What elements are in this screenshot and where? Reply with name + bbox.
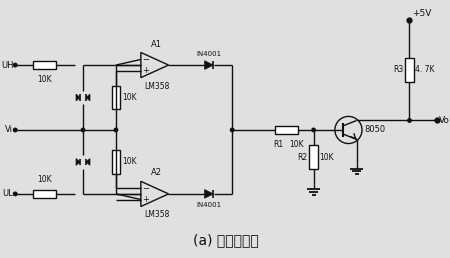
Text: R1: R1 — [274, 140, 284, 149]
Polygon shape — [86, 94, 90, 101]
Text: Vi: Vi — [5, 125, 13, 134]
Bar — [33, 61, 56, 69]
Circle shape — [312, 128, 315, 132]
Text: 10K: 10K — [289, 140, 304, 149]
Text: 10K: 10K — [320, 152, 334, 162]
Bar — [275, 126, 298, 134]
Circle shape — [14, 128, 17, 132]
Text: UL: UL — [3, 189, 13, 198]
Text: −: − — [142, 184, 149, 193]
Text: IN4001: IN4001 — [196, 51, 221, 57]
Text: (a) 电路结构图: (a) 电路结构图 — [193, 233, 258, 247]
Text: UH: UH — [1, 61, 13, 70]
Circle shape — [230, 128, 234, 132]
Text: 10K: 10K — [37, 75, 52, 84]
Text: R2: R2 — [297, 152, 308, 162]
Text: 8050: 8050 — [364, 125, 385, 134]
Text: LM358: LM358 — [144, 210, 169, 219]
Circle shape — [114, 128, 118, 132]
Polygon shape — [86, 159, 90, 165]
Circle shape — [408, 119, 411, 122]
Bar — [112, 150, 120, 174]
Text: R3: R3 — [393, 66, 404, 74]
Circle shape — [14, 192, 17, 196]
Text: A1: A1 — [151, 39, 162, 49]
Bar — [405, 58, 414, 82]
Text: 10K: 10K — [37, 175, 52, 184]
Polygon shape — [205, 190, 213, 198]
Text: IN4001: IN4001 — [196, 202, 221, 208]
Text: 10K: 10K — [122, 93, 136, 102]
Polygon shape — [76, 159, 80, 165]
Text: Vo: Vo — [439, 116, 450, 125]
Text: +5V: +5V — [412, 9, 432, 18]
Text: LM358: LM358 — [144, 82, 169, 91]
Text: +: + — [142, 66, 149, 75]
Polygon shape — [76, 94, 80, 101]
Bar — [33, 190, 56, 198]
Text: −: − — [142, 55, 149, 64]
Text: 4. 7K: 4. 7K — [415, 66, 435, 74]
Bar — [112, 86, 120, 109]
Polygon shape — [205, 61, 213, 69]
Text: +: + — [142, 195, 149, 204]
Circle shape — [81, 128, 85, 132]
Text: A2: A2 — [151, 168, 162, 178]
Text: 10K: 10K — [122, 157, 136, 166]
Bar — [309, 146, 318, 169]
Circle shape — [14, 63, 17, 67]
